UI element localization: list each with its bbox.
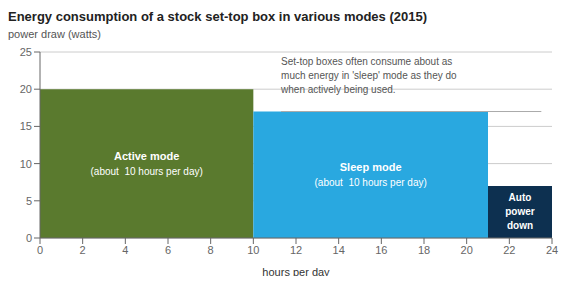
svg-text:16: 16 [375,244,387,256]
svg-text:hours per day: hours per day [262,266,330,276]
svg-text:22: 22 [503,244,515,256]
svg-text:6: 6 [165,244,171,256]
svg-text:0: 0 [37,244,43,256]
svg-text:4: 4 [122,244,128,256]
svg-text:8: 8 [208,244,214,256]
svg-text:18: 18 [418,244,430,256]
svg-text:15: 15 [20,120,32,132]
svg-text:10: 10 [20,158,32,170]
svg-text:2: 2 [80,244,86,256]
svg-text:10: 10 [247,244,259,256]
svg-text:20: 20 [20,83,32,95]
svg-text:24: 24 [546,244,558,256]
svg-text:20: 20 [461,244,473,256]
svg-text:Sleep mode: Sleep mode [340,161,402,173]
svg-text:(about 10 hours per day): (about 10 hours per day) [91,166,203,177]
svg-text:25: 25 [20,46,32,58]
html-text:Energy consumption of a stock: Energy consumption of a stock set-top bo… [8,9,427,24]
html-text:power draw (watts): power draw (watts) [8,28,101,40]
svg-text:Active mode: Active mode [114,150,179,162]
svg-text:Set-top boxes often consume ab: Set-top boxes often consume about asmuch… [280,56,457,95]
svg-text:Autopowerdown: Autopowerdown [505,192,535,231]
svg-text:5: 5 [26,195,32,207]
svg-text:14: 14 [333,244,345,256]
svg-text:12: 12 [290,244,302,256]
svg-text:(about 10 hours per day): (about 10 hours per day) [315,177,427,188]
svg-text:0: 0 [26,232,32,244]
